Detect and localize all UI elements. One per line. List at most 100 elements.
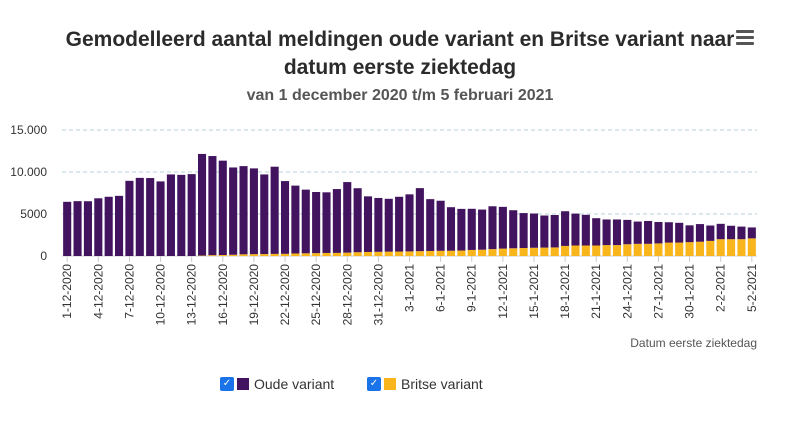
bar-britse-variant [343,252,352,256]
legend-item-oude-variant[interactable]: ✓ Oude variant [220,376,334,392]
bar-oude-variant [695,224,704,242]
bar-oude-variant [706,225,715,241]
bar-oude-variant [197,153,207,256]
bar-britse-variant [436,250,445,256]
bar-oude-variant [384,198,393,252]
bar-britse-variant [664,242,673,256]
bar-britse-variant [716,239,725,256]
x-tick-label: 25-12-2020 [309,264,323,326]
bar-oude-variant [218,160,227,255]
x-tick-label: 1-12-2020 [60,264,74,319]
bar-oude-variant [550,215,559,248]
bar-britse-variant [322,252,331,256]
legend-item-britse-variant[interactable]: ✓ Britse variant [367,376,483,392]
bar-britse-variant [312,253,321,256]
x-tick-label: 2-2-2021 [714,264,728,312]
bar-britse-variant [529,247,539,256]
bar-britse-variant [571,245,580,256]
bar-britse-variant [644,243,653,256]
bar-oude-variant [727,225,736,240]
bar-oude-variant [498,206,507,249]
x-tick-label: 22-12-2020 [278,264,292,326]
bar-oude-variant [571,213,580,246]
bar-britse-variant [229,254,238,256]
chart-title-line-1: Gemodelleerd aantal meldingen oude varia… [65,28,735,51]
bar-britse-variant [280,253,290,256]
x-tick-label: 24-1-2021 [620,264,634,319]
bar-britse-variant [332,252,341,256]
bar-oude-variant [249,168,258,255]
bar-britse-variant [540,247,549,256]
bar-oude-variant [592,218,601,246]
x-tick-label: 28-12-2020 [340,264,354,326]
bar-oude-variant [260,174,269,255]
x-tick-label: 21-1-2021 [589,264,603,319]
bar-oude-variant [63,201,72,256]
y-tick-label: 10.000 [10,165,47,179]
bar-britse-variant [498,248,507,256]
bar-britse-variant [509,248,518,256]
bar-oude-variant [291,185,300,254]
legend-label-britse: Britse variant [401,376,483,392]
legend-swatch-britse [384,378,396,390]
bar-oude-variant [529,213,539,248]
bar-oude-variant [446,207,456,251]
bar-britse-variant [737,239,746,256]
bar-britse-variant [363,251,373,256]
bar-britse-variant [706,240,715,256]
bar-britse-variant [695,241,704,256]
x-tick-label: 10-12-2020 [154,264,168,326]
bar-oude-variant [509,210,518,249]
bar-britse-variant [249,254,258,256]
bar-oude-variant [633,221,642,244]
bar-oude-variant [602,219,611,246]
bar-oude-variant [239,166,248,255]
bar-oude-variant [301,189,310,254]
bar-oude-variant [270,166,279,254]
x-tick-label: 9-1-2021 [465,264,479,312]
x-tick-label: 18-1-2021 [558,264,572,319]
bar-britse-variant [488,249,497,256]
bar-oude-variant [187,174,196,256]
x-tick-label: 12-1-2021 [496,264,510,319]
bar-oude-variant [612,219,622,246]
x-tick-label: 13-12-2020 [185,264,199,326]
bar-oude-variant [519,213,528,249]
bar-oude-variant [644,220,653,244]
bar-oude-variant [561,211,570,246]
bar-oude-variant [436,200,445,251]
bar-oude-variant [415,188,424,252]
bar-oude-variant [177,174,186,256]
bar-britse-variant [654,243,663,256]
bar-britse-variant [301,253,310,256]
bar-oude-variant [395,196,404,252]
bar-oude-variant [125,180,134,256]
checkbox-icon[interactable]: ✓ [220,377,234,391]
bar-oude-variant [104,196,113,256]
bar-britse-variant [467,249,476,256]
bar-britse-variant [218,254,227,256]
bar-oude-variant [478,209,487,250]
bar-oude-variant [374,197,383,252]
hamburger-menu-icon[interactable] [736,30,754,46]
y-tick-label: 0 [40,249,47,263]
bar-oude-variant [363,196,373,252]
bar-oude-variant [716,223,725,240]
bar-oude-variant [73,201,82,256]
bar-oude-variant [280,181,290,254]
bar-britse-variant [457,250,466,256]
bar-oude-variant [166,174,175,256]
checkbox-icon[interactable]: ✓ [367,377,381,391]
bar-britse-variant [747,238,756,256]
bar-britse-variant [426,250,435,256]
bar-oude-variant [685,225,694,243]
bar-britse-variant [519,248,528,256]
legend-swatch-oude [237,378,249,390]
bar-oude-variant [457,208,466,251]
chart-subtitle: van 1 december 2020 t/m 5 februari 2021 [246,87,554,104]
bar-oude-variant [623,219,632,245]
bar-oude-variant [747,227,756,239]
legend-label-oude: Oude variant [254,376,335,392]
bar-oude-variant [654,221,663,244]
bar-britse-variant [561,245,570,256]
